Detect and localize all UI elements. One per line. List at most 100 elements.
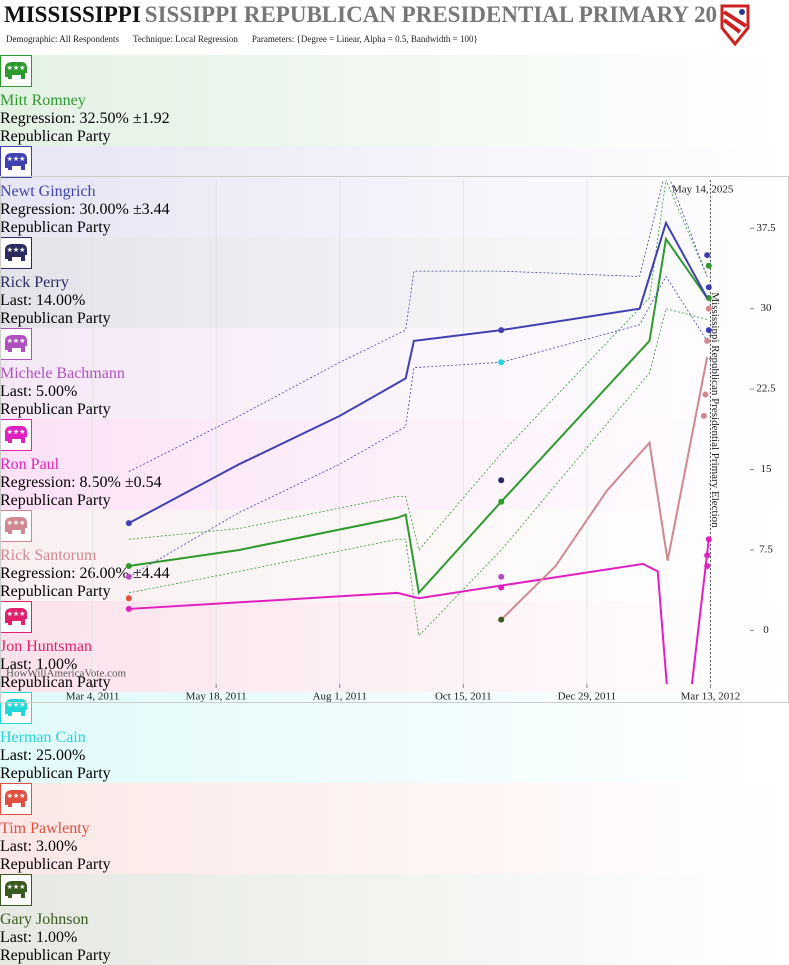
poll-point [705,305,712,312]
event-label: Mississippi Republican Presidential Prim… [709,292,721,528]
y-tick-label: 37.5 [756,222,776,234]
trend-line [128,539,710,684]
legend-icon: ★★★ [0,146,32,178]
legend-name: Newt Gingrich [0,183,96,200]
poll-point [125,605,132,612]
poll-point [498,327,505,334]
logo [720,4,750,47]
legend-party: Republican Party [0,674,111,691]
legend-stat: Last: 3.00% [0,838,78,855]
legend-icon: ★★★ [0,328,32,360]
date-note: May 14, 2025 [672,184,734,196]
icon-stars: ★★★ [7,610,26,618]
header: MISSISSIPPI SISSIPPI REPUBLICAN PRESIDEN… [4,2,717,28]
poll-point [498,584,505,591]
legend-party: Republican Party [0,856,111,873]
legend-stat: Last: 14.00% [0,292,86,309]
icon-stars: ★★★ [7,883,26,891]
icon-stars: ★★★ [7,428,26,436]
x-tick-label: Mar 4, 2011 [66,691,120,703]
legend-name: Tim Pawlenty [0,820,90,837]
legend-name: Michele Bachmann [0,365,125,382]
legend-stat: Last: 25.00% [0,747,86,764]
legend-party: Republican Party [0,310,111,327]
legend-party: Republican Party [0,219,111,236]
legend-item: ★★★ Mitt Romney Regression: 32.50% ±1.92 Re… [0,55,789,146]
poll-point [705,284,712,291]
y-tick-label: 15 [761,463,773,475]
legend-stat: Last: 5.00% [0,383,78,400]
band-edge [128,275,708,578]
poll-point [705,262,712,269]
band-edge [128,180,708,473]
poll-point [705,327,712,334]
poll-point [125,563,132,570]
poll-point [498,477,505,484]
x-tick-label: Dec 29, 2011 [558,691,617,703]
legend-party: Republican Party [0,401,111,418]
legend-item: ★★★ Jon Huntsman Last: 1.00% Republican Par… [0,601,789,692]
legend-icon: ★★★ [0,601,32,633]
y-tick-label: 7.5 [759,543,773,555]
legend-item: ★★★ Newt Gingrich Regression: 30.00% ±3.44… [0,146,789,237]
legend-party: Republican Party [0,583,111,600]
icon-elephant [5,335,27,352]
legend-name: Jon Huntsman [0,638,92,655]
poll-point [125,520,132,527]
icon-elephant [5,608,27,625]
legend-name: Mitt Romney [0,92,86,109]
meta: Demographic: All Respondents Technique: L… [6,34,492,44]
x-tick-label: Mar 13, 2012 [681,691,741,703]
legend-item: ★★★ Gary Johnson Last: 1.00% Republican Par… [0,874,789,965]
legend-name: Herman Cain [0,729,86,746]
legend-party: Republican Party [0,128,111,145]
legend-item: ★★★ Herman Cain Last: 25.00% Republican Par… [0,692,789,783]
poll-point [705,536,712,543]
poll-point [702,391,709,398]
legend-icon: ★★★ [0,874,32,906]
legend-name: Ron Paul [0,456,60,473]
band-edge [128,180,708,551]
icon-elephant [5,153,27,170]
legend-name: Rick Santorum [0,547,97,564]
meta-item: Demographic: All Respondents [6,34,119,44]
poll-point [704,252,711,259]
legend-stat: Regression: 30.00% ±3.44 [0,201,170,218]
icon-stars: ★★★ [7,155,26,163]
y-tick-label: 0 [763,624,769,636]
icon-stars: ★★★ [7,246,26,254]
legend-party: Republican Party [0,765,111,782]
y-tick-label: 22.5 [756,383,776,395]
trend-line [500,356,709,621]
legend-icon: ★★★ [0,55,32,87]
x-tick-label: Oct 15, 2011 [435,691,492,703]
icon-stars: ★★★ [7,64,26,72]
legend-stat: Regression: 32.50% ±1.92 [0,110,170,127]
icon-elephant [5,244,27,261]
legend-icon: ★★★ [0,237,32,269]
icon-elephant [5,62,27,79]
chart: Mar 4, 2011 May 18, 2011 Aug 1, 2011 Oct 15… [0,176,789,703]
legend-stat: Last: 1.00% [0,656,78,673]
plot-frame [0,176,789,703]
trend-line [128,236,708,596]
icon-stars: ★★★ [7,337,26,345]
legend-name: Rick Perry [0,274,69,291]
legend-name: Gary Johnson [0,911,89,928]
poll-point [125,573,132,580]
title: MISSISSIPPI [4,2,141,27]
poll-point [498,498,505,505]
legend-stat: Last: 1.00% [0,929,78,946]
legend-stat: Regression: 8.50% ±0.54 [0,474,162,491]
meta-item: Parameters: {Degree = Linear, Alpha = 0.… [251,34,478,44]
y-tick-label: 30 [761,302,773,314]
trend-line [128,220,709,525]
icon-stars: ★★★ [7,519,26,527]
x-tick-label: Aug 1, 2011 [313,691,367,703]
legend-party: Republican Party [0,947,111,964]
poll-point [704,563,711,570]
legend-icon: ★★★ [0,510,32,542]
poll-point [498,573,505,580]
credit: HowWillAmericaVote.com [6,668,126,680]
